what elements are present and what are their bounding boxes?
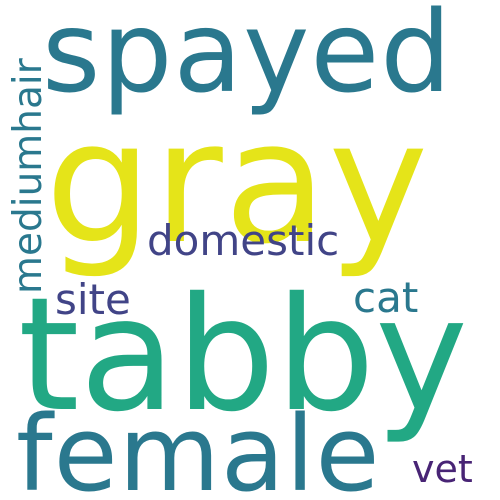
word-spayed: spayed (42, 0, 453, 118)
word-site: site (55, 275, 131, 324)
word-domestic: domestic (147, 216, 340, 265)
word-cat: cat (353, 273, 419, 322)
word-female: female (16, 393, 381, 500)
word-vet: vet (412, 447, 473, 491)
word-mediumhair: mediumhair (6, 58, 51, 294)
word-tabby: tabby (18, 264, 468, 447)
word-gray: gray (45, 84, 430, 281)
